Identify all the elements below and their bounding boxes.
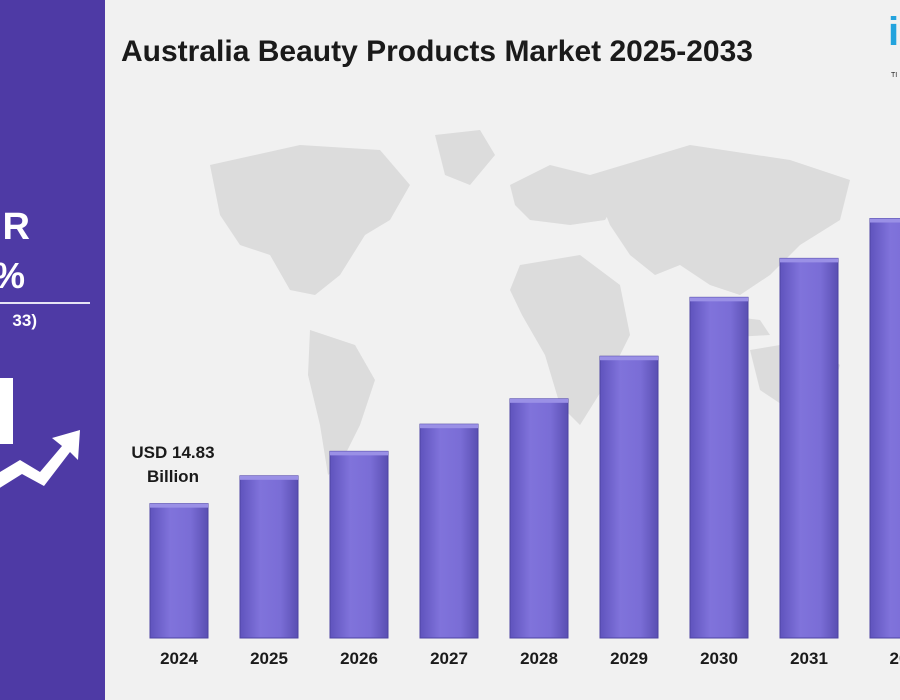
logo-tagline: TI [891,72,898,79]
panel-divider [0,302,90,304]
bar-cap-2029 [600,356,658,361]
x-tick-label: 2030 [700,649,738,668]
x-tick-label: 2027 [430,649,468,668]
bar-2030 [689,296,749,639]
x-tick-label: 2029 [610,649,648,668]
x-tick-label: 2031 [790,649,828,668]
x-tick-label: 2025 [250,649,288,668]
cagr-value: % [0,258,25,294]
bar-cap-2028 [510,398,568,403]
x-tick-label: 20 [890,649,900,668]
x-tick-label: 2024 [160,649,198,668]
value-callout: USD 14.83 Billion [108,441,238,489]
bar-cap-2027 [420,424,478,429]
cagr-label: R [2,206,30,248]
bar-2026 [329,450,389,639]
bar-20 [869,218,900,639]
x-tick-label: 2028 [520,649,558,668]
chart-title: Australia Beauty Products Market 2025-20… [121,35,753,68]
callout-line-1: USD 14.83 [131,443,215,462]
bar-2024 [149,503,209,639]
cagr-period: 33) [12,311,37,330]
bar-cap-2031 [780,258,838,263]
bar-cap-2026 [330,451,388,456]
x-tick-label: 2026 [340,649,378,668]
logo-letter: i [888,10,900,54]
bar-cap-2024 [150,503,208,508]
cagr-panel: R % 33) [0,0,105,700]
bar-cap-2030 [690,297,748,302]
callout-line-2: Billion [147,467,199,486]
bar-cap-20 [870,218,900,223]
brand-logo: i TI [888,12,900,82]
bar-2025 [239,475,299,639]
growth-arrow-icon [0,378,80,488]
bar-2027 [419,423,479,639]
bar-2029 [599,355,659,639]
bar-2028 [509,398,569,639]
bar-cap-2025 [240,475,298,480]
bar-2031 [779,257,839,639]
